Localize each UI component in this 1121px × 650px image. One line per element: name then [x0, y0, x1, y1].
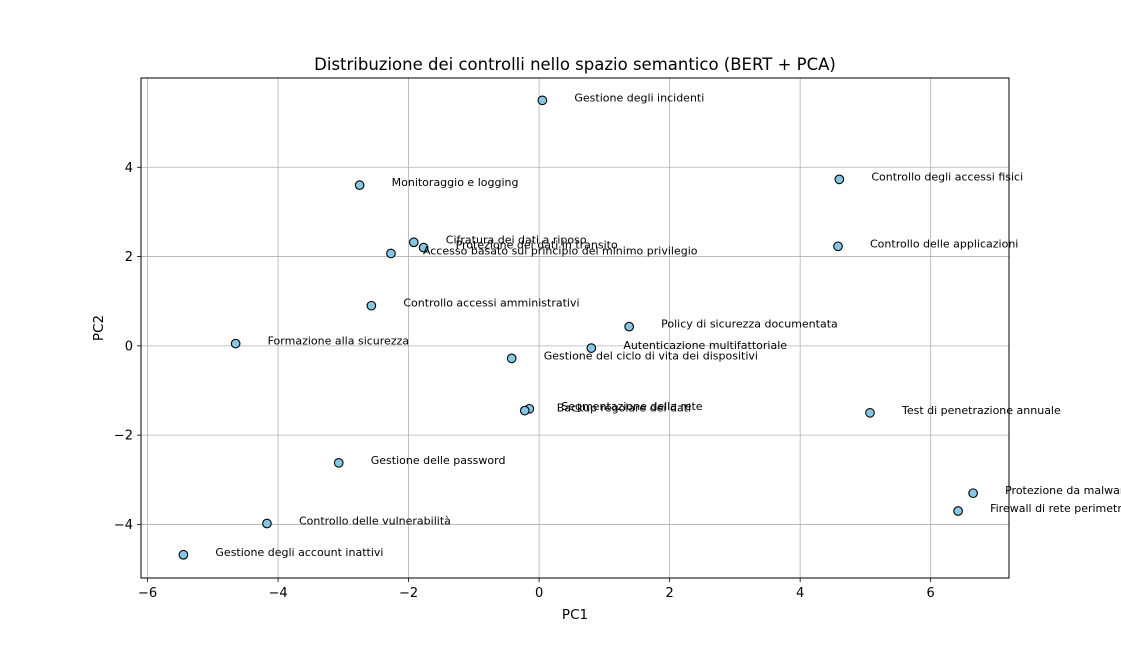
y-tick-label: 0: [125, 339, 133, 354]
data-point: [953, 506, 963, 516]
point-label: Policy di sicurezza documentata: [661, 318, 838, 331]
point-label: Protezione dei dati in transito: [456, 239, 618, 252]
point-label: Controllo accessi amministrativi: [403, 297, 579, 310]
y-tick-label: −2: [114, 429, 133, 444]
plot-frame: [140, 77, 1010, 579]
grid-lines: [141, 78, 1009, 578]
x-axis-title: PC1: [562, 607, 588, 623]
axis-ticks: −6 −4 −2 0 2 4 6 −4 −2 0 2 4: [114, 161, 935, 601]
point-label: Test di penetrazione annuale: [901, 404, 1061, 417]
x-tick-label: −4: [268, 586, 287, 601]
x-tick-label: 2: [665, 586, 673, 601]
point-label: Gestione degli account inattivi: [215, 546, 383, 559]
point-label: Accesso basato sul principio del minimo …: [423, 244, 698, 257]
data-point: [333, 457, 344, 468]
x-tick-label: 6: [927, 586, 935, 601]
data-point: [354, 180, 365, 190]
data-point: [386, 248, 396, 259]
data-point: [586, 343, 597, 353]
data-point: [968, 488, 978, 499]
data-point: [834, 174, 845, 185]
point-label: Monitoraggio e logging: [392, 176, 519, 189]
point-label: Cifratura dei dati a riposo: [446, 233, 587, 246]
point-labels: Gestione degli incidenti Monitoraggio e l…: [215, 91, 1121, 558]
point-label: Gestione del ciclo di vita dei dispositi…: [544, 349, 758, 362]
data-point: [865, 407, 875, 418]
x-tick-label: −6: [138, 586, 157, 601]
point-label: Controllo delle applicazioni: [870, 237, 1018, 250]
point-label: Controllo degli accessi fisici: [871, 170, 1023, 183]
point-label: Gestione degli incidenti: [574, 91, 704, 104]
point-label: Formazione alla sicurezza: [268, 335, 409, 348]
x-tick-label: 0: [535, 586, 543, 601]
point-label: Protezione da malware: [1005, 484, 1121, 497]
data-point: [624, 321, 635, 332]
point-label: Segmentazione della rete: [561, 400, 702, 413]
point-label: Gestione delle password: [371, 454, 506, 467]
data-point: [408, 237, 419, 248]
data-point: [537, 95, 548, 106]
data-point: [833, 241, 843, 252]
data-point: [178, 549, 189, 560]
data-point: [366, 300, 377, 311]
point-label: Firewall di rete perimetrale: [990, 502, 1121, 515]
x-tick-label: 4: [796, 586, 804, 601]
y-tick-label: 2: [125, 250, 133, 265]
data-points: [178, 95, 978, 560]
point-label: Controllo delle vulnerabilità: [299, 515, 451, 528]
data-point: [262, 518, 272, 529]
data-point: [506, 353, 517, 364]
chart-title: Distribuzione dei controlli nello spazio…: [314, 55, 836, 74]
data-point: [418, 242, 429, 253]
point-label: Autenticazione multifattoriale: [623, 339, 787, 352]
data-point: [519, 405, 530, 416]
y-tick-label: 4: [125, 161, 133, 176]
point-label: Backup regolare dei dati: [557, 402, 691, 415]
y-axis-title: PC2: [91, 315, 107, 341]
y-tick-label: −4: [114, 518, 133, 533]
x-tick-label: −2: [399, 586, 418, 601]
data-point: [230, 338, 241, 349]
